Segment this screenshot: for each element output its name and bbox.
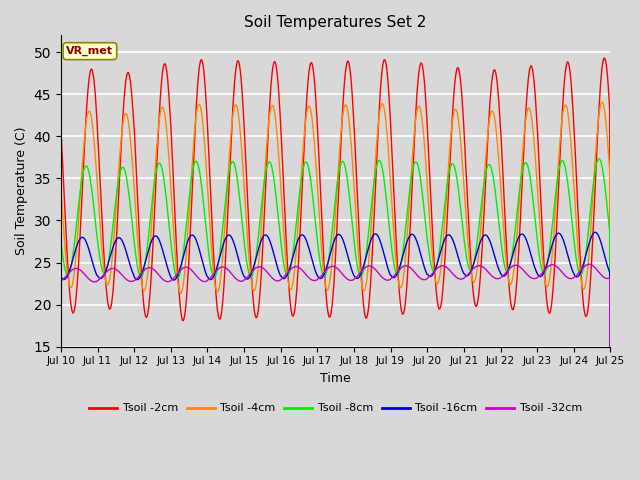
Tsoil -32cm [403, 263, 410, 269]
Tsoil -16cm [419, 258, 426, 264]
Tsoil -16cm [67, 264, 75, 269]
Line: Tsoil -4cm: Tsoil -4cm [61, 102, 611, 473]
Tsoil -8cm [57, 239, 65, 244]
Tsoil -16cm [179, 254, 187, 260]
Tsoil -8cm [67, 265, 75, 271]
Line: Tsoil -8cm: Tsoil -8cm [61, 159, 611, 473]
Tsoil -32cm [57, 278, 65, 284]
Tsoil -4cm [209, 255, 216, 261]
Tsoil -8cm [595, 156, 603, 162]
Tsoil -2cm [607, 470, 614, 476]
Tsoil -32cm [124, 277, 131, 283]
Title: Soil Temperatures Set 2: Soil Temperatures Set 2 [244, 15, 427, 30]
Tsoil -8cm [403, 218, 410, 224]
Legend: Tsoil -2cm, Tsoil -4cm, Tsoil -8cm, Tsoil -16cm, Tsoil -32cm: Tsoil -2cm, Tsoil -4cm, Tsoil -8cm, Tsoi… [85, 399, 586, 418]
Tsoil -32cm [209, 273, 216, 278]
Y-axis label: Soil Temperature (C): Soil Temperature (C) [15, 127, 28, 255]
Tsoil -4cm [403, 243, 410, 249]
Tsoil -2cm [209, 225, 216, 231]
Tsoil -16cm [57, 274, 65, 279]
Tsoil -2cm [179, 318, 187, 324]
Tsoil -16cm [607, 470, 614, 476]
Tsoil -4cm [124, 114, 131, 120]
Tsoil -16cm [591, 229, 599, 235]
Tsoil -32cm [179, 265, 187, 271]
Tsoil -8cm [179, 251, 187, 257]
Tsoil -2cm [57, 127, 65, 133]
X-axis label: Time: Time [320, 372, 351, 385]
Tsoil -8cm [607, 470, 614, 476]
Tsoil -4cm [67, 285, 75, 291]
Tsoil -4cm [179, 282, 187, 288]
Tsoil -8cm [209, 271, 216, 276]
Tsoil -16cm [209, 276, 216, 281]
Tsoil -2cm [67, 301, 75, 307]
Tsoil -4cm [598, 99, 606, 105]
Line: Tsoil -32cm: Tsoil -32cm [61, 264, 611, 473]
Tsoil -16cm [124, 253, 131, 259]
Tsoil -4cm [57, 185, 65, 191]
Tsoil -32cm [67, 268, 75, 274]
Tsoil -16cm [403, 240, 410, 246]
Tsoil -2cm [600, 55, 608, 61]
Line: Tsoil -16cm: Tsoil -16cm [61, 232, 611, 473]
Tsoil -8cm [124, 180, 131, 186]
Tsoil -8cm [419, 192, 426, 197]
Text: VR_met: VR_met [67, 46, 113, 56]
Tsoil -32cm [585, 262, 593, 267]
Line: Tsoil -2cm: Tsoil -2cm [61, 58, 611, 473]
Tsoil -2cm [403, 289, 410, 295]
Tsoil -4cm [607, 470, 614, 476]
Tsoil -2cm [124, 70, 131, 76]
Tsoil -32cm [607, 470, 614, 476]
Tsoil -32cm [419, 276, 426, 282]
Tsoil -2cm [419, 63, 426, 69]
Tsoil -4cm [419, 120, 426, 125]
